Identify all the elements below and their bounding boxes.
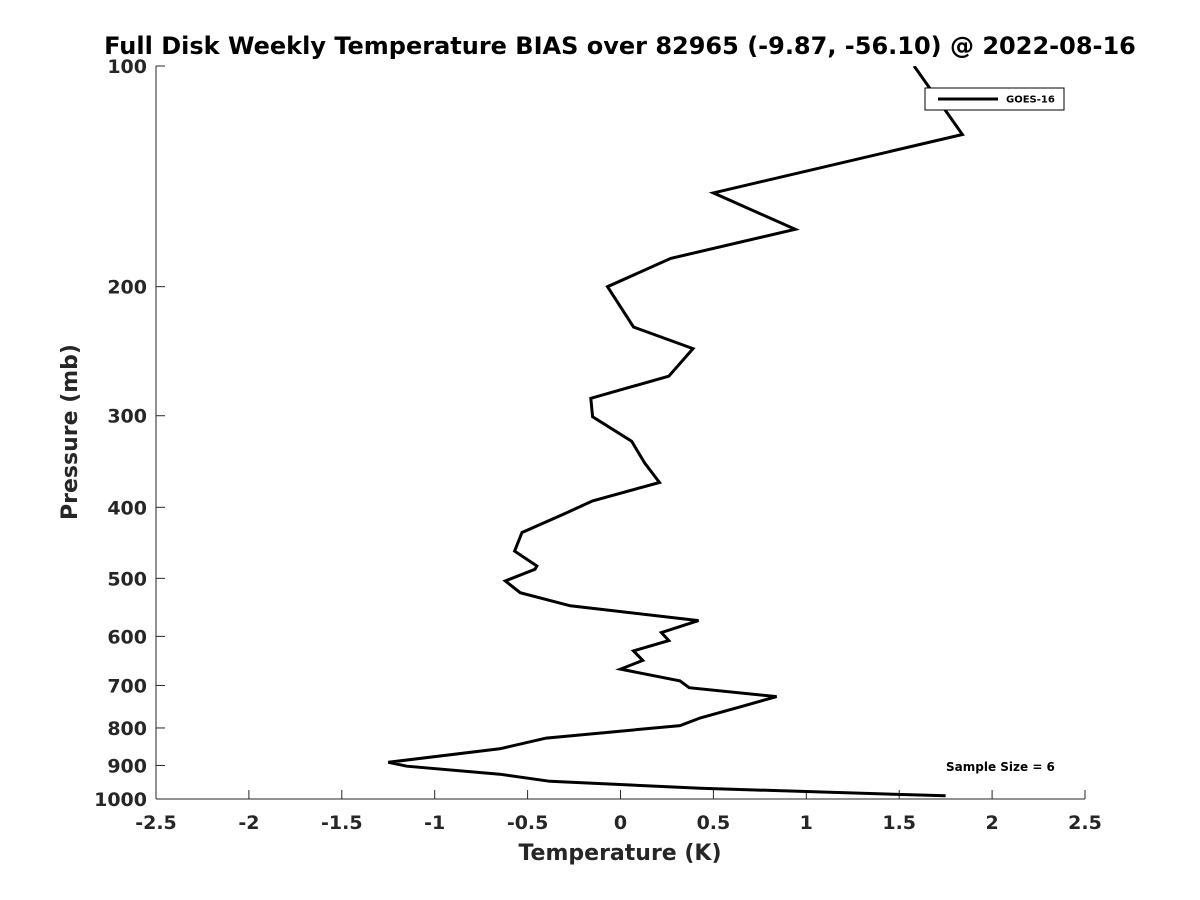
sample-size-annotation: Sample Size = 6 (946, 760, 1055, 774)
x-tick-label: -1 (424, 812, 445, 834)
series-line-goes-16 (387, 66, 965, 798)
y-tick-label: 200 (107, 277, 147, 299)
x-tick-label: -2 (238, 812, 259, 834)
y-tick-label: 1000 (94, 789, 147, 811)
x-ticks: -2.5 -2 -1.5 -1 -0.5 0 0.5 1 1.5 2 2.5 (135, 790, 1102, 834)
x-tick-label: 1 (800, 812, 813, 834)
y-tick-label: 700 (107, 675, 147, 697)
x-tick-label: 2 (985, 812, 998, 834)
x-tick-label: 2.5 (1068, 812, 1102, 834)
x-axis-label: Temperature (K) (518, 841, 721, 866)
x-tick-label: -0.5 (507, 812, 549, 834)
y-axis-label: Pressure (mb) (58, 344, 83, 520)
x-tick-label: -2.5 (135, 812, 177, 834)
x-tick-label: 1.5 (882, 812, 916, 834)
x-tick-label: 0 (614, 812, 627, 834)
y-tick-label: 800 (107, 718, 147, 740)
legend-label-goes-16: GOES-16 (1006, 95, 1055, 106)
y-tick-label: 600 (107, 626, 147, 648)
x-tick-label: 0.5 (697, 812, 731, 834)
y-tick-label: 300 (107, 406, 147, 428)
x-tick-label: -1.5 (321, 812, 363, 834)
y-tick-label: 900 (107, 755, 147, 777)
y-ticks: 100 200 300 400 500 600 700 800 900 1000 (94, 56, 165, 811)
y-tick-label: 400 (107, 497, 147, 519)
y-tick-label: 100 (107, 56, 147, 78)
series-layer (387, 66, 965, 798)
legend: GOES-16 (924, 87, 1065, 111)
chart-title: Full Disk Weekly Temperature BIAS over 8… (104, 32, 1136, 60)
y-tick-label: 500 (107, 568, 147, 590)
